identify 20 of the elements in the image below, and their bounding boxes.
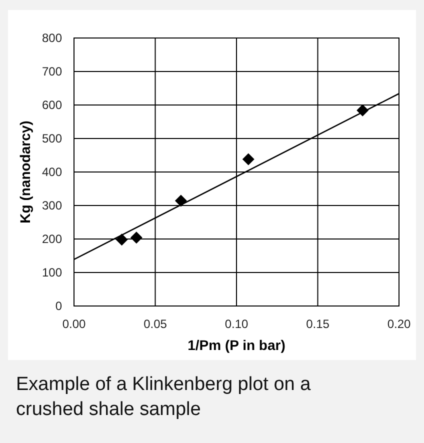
x-tick-label: 0.15 xyxy=(306,317,330,331)
x-tick-label: 0.10 xyxy=(224,317,248,331)
y-tick-label: 700 xyxy=(42,64,62,78)
y-tick-label: 600 xyxy=(42,98,62,112)
y-tick-label: 200 xyxy=(42,232,62,246)
x-axis-title: 1/Pm (P in bar) xyxy=(188,337,286,353)
x-tick-label: 0.05 xyxy=(144,317,168,331)
point xyxy=(130,232,142,244)
y-tick-label: 100 xyxy=(42,266,62,280)
y-tick-label: 800 xyxy=(42,31,62,45)
y-tick-label: 400 xyxy=(42,165,62,179)
y-tick-label: 0 xyxy=(55,299,62,313)
point xyxy=(116,234,128,246)
y-tick-label: 300 xyxy=(42,198,62,212)
point xyxy=(242,153,254,166)
x-tick-label: 0.20 xyxy=(387,317,411,331)
text: Example of a Klinkenberg plot on a crushed shale sample xyxy=(16,373,312,422)
y-axis-title: Kg (nanodarcy) xyxy=(17,120,33,224)
y-tick-label: 500 xyxy=(42,132,62,146)
x-tick-label: 0.00 xyxy=(62,317,86,331)
